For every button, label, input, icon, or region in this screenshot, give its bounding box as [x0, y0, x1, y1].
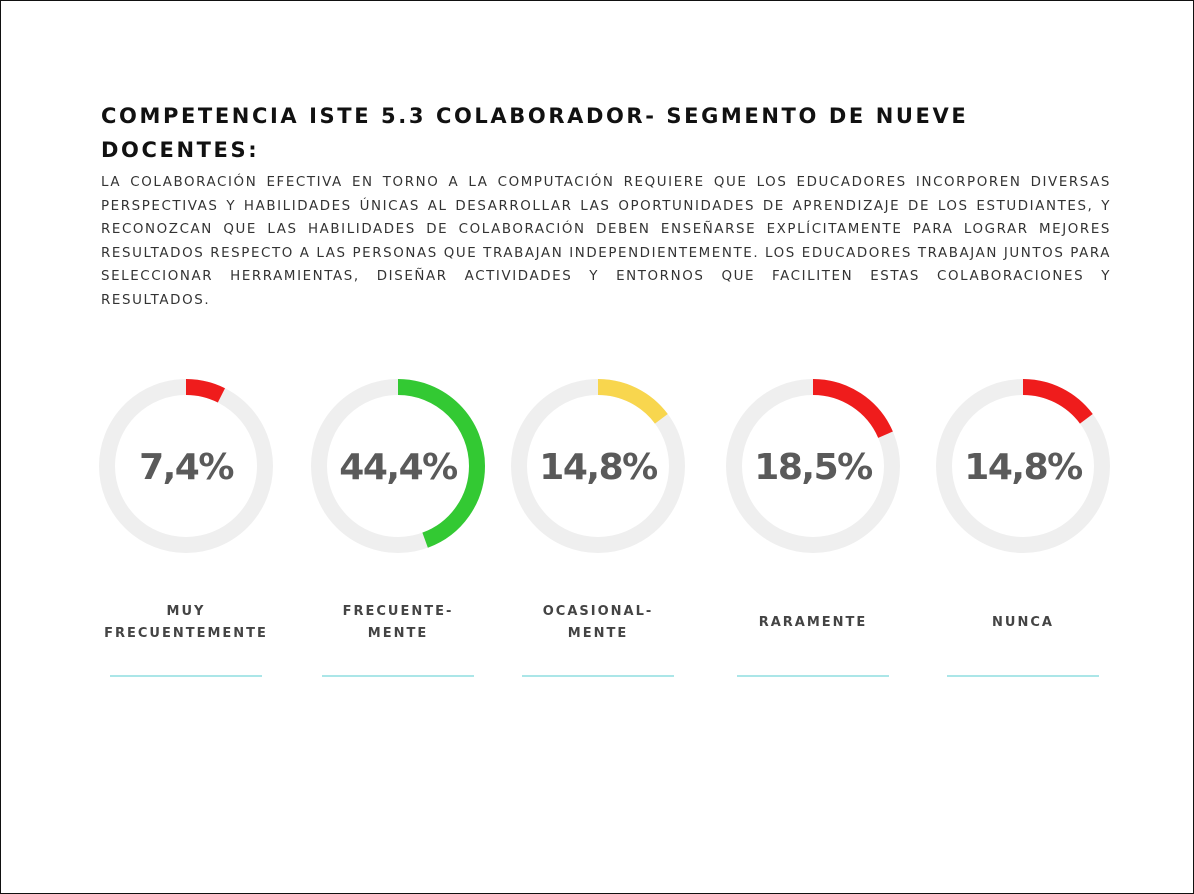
- percent-label: 14,8%: [539, 447, 657, 488]
- percent-label: 18,5%: [754, 447, 872, 488]
- donut-arc: [936, 379, 1110, 553]
- donut-arc: [311, 379, 485, 553]
- category-label: RARAMENTE: [758, 615, 868, 630]
- description: LA COLABORACIÓN EFECTIVA EN TORNO A LA C…: [101, 175, 1111, 308]
- percent-label: 14,8%: [964, 447, 1082, 488]
- donut-arc: [99, 379, 273, 553]
- percent-label: 44,4%: [339, 447, 457, 488]
- donut-arc: [726, 379, 900, 553]
- percent-label: 7,4%: [139, 447, 233, 488]
- category-label: OCASIONAL- MENTE: [542, 604, 654, 641]
- donut-arc: [511, 379, 685, 553]
- category-label: NUNCA: [992, 615, 1054, 630]
- title: COMPETENCIA ISTE 5.3 COLABORADOR- SEGMEN…: [101, 104, 969, 162]
- category-label: MUY FRECUENTEMENTE: [104, 604, 268, 641]
- category-label: FRECUENTE- MENTE: [342, 604, 454, 641]
